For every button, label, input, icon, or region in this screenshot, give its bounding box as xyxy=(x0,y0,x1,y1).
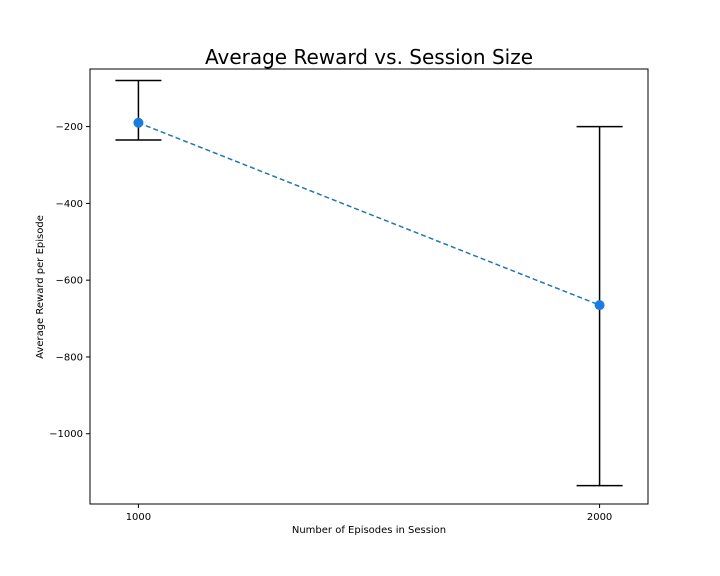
series-line xyxy=(138,122,600,306)
x-axis: 1000 2000 xyxy=(126,504,612,523)
y-axis: −200 −400 −600 −800 −1000 xyxy=(49,122,90,440)
y-axis-label: Average Reward per Episode xyxy=(35,215,46,359)
x-tick-label: 1000 xyxy=(126,512,151,523)
y-tick-label: −800 xyxy=(56,352,83,363)
plot-area xyxy=(115,79,623,487)
error-bar xyxy=(115,79,162,141)
data-point xyxy=(594,300,605,311)
x-axis-label: Number of Episodes in Session xyxy=(292,525,446,536)
plot-frame xyxy=(89,68,649,505)
y-tick-label: −600 xyxy=(56,276,83,287)
x-tick-label: 2000 xyxy=(587,512,612,523)
y-tick-label: −200 xyxy=(56,122,83,133)
y-tick-label: −400 xyxy=(56,199,83,210)
data-point xyxy=(133,117,144,128)
chart-title: Average Reward vs. Session Size xyxy=(205,45,533,69)
y-tick-label: −1000 xyxy=(49,429,83,440)
